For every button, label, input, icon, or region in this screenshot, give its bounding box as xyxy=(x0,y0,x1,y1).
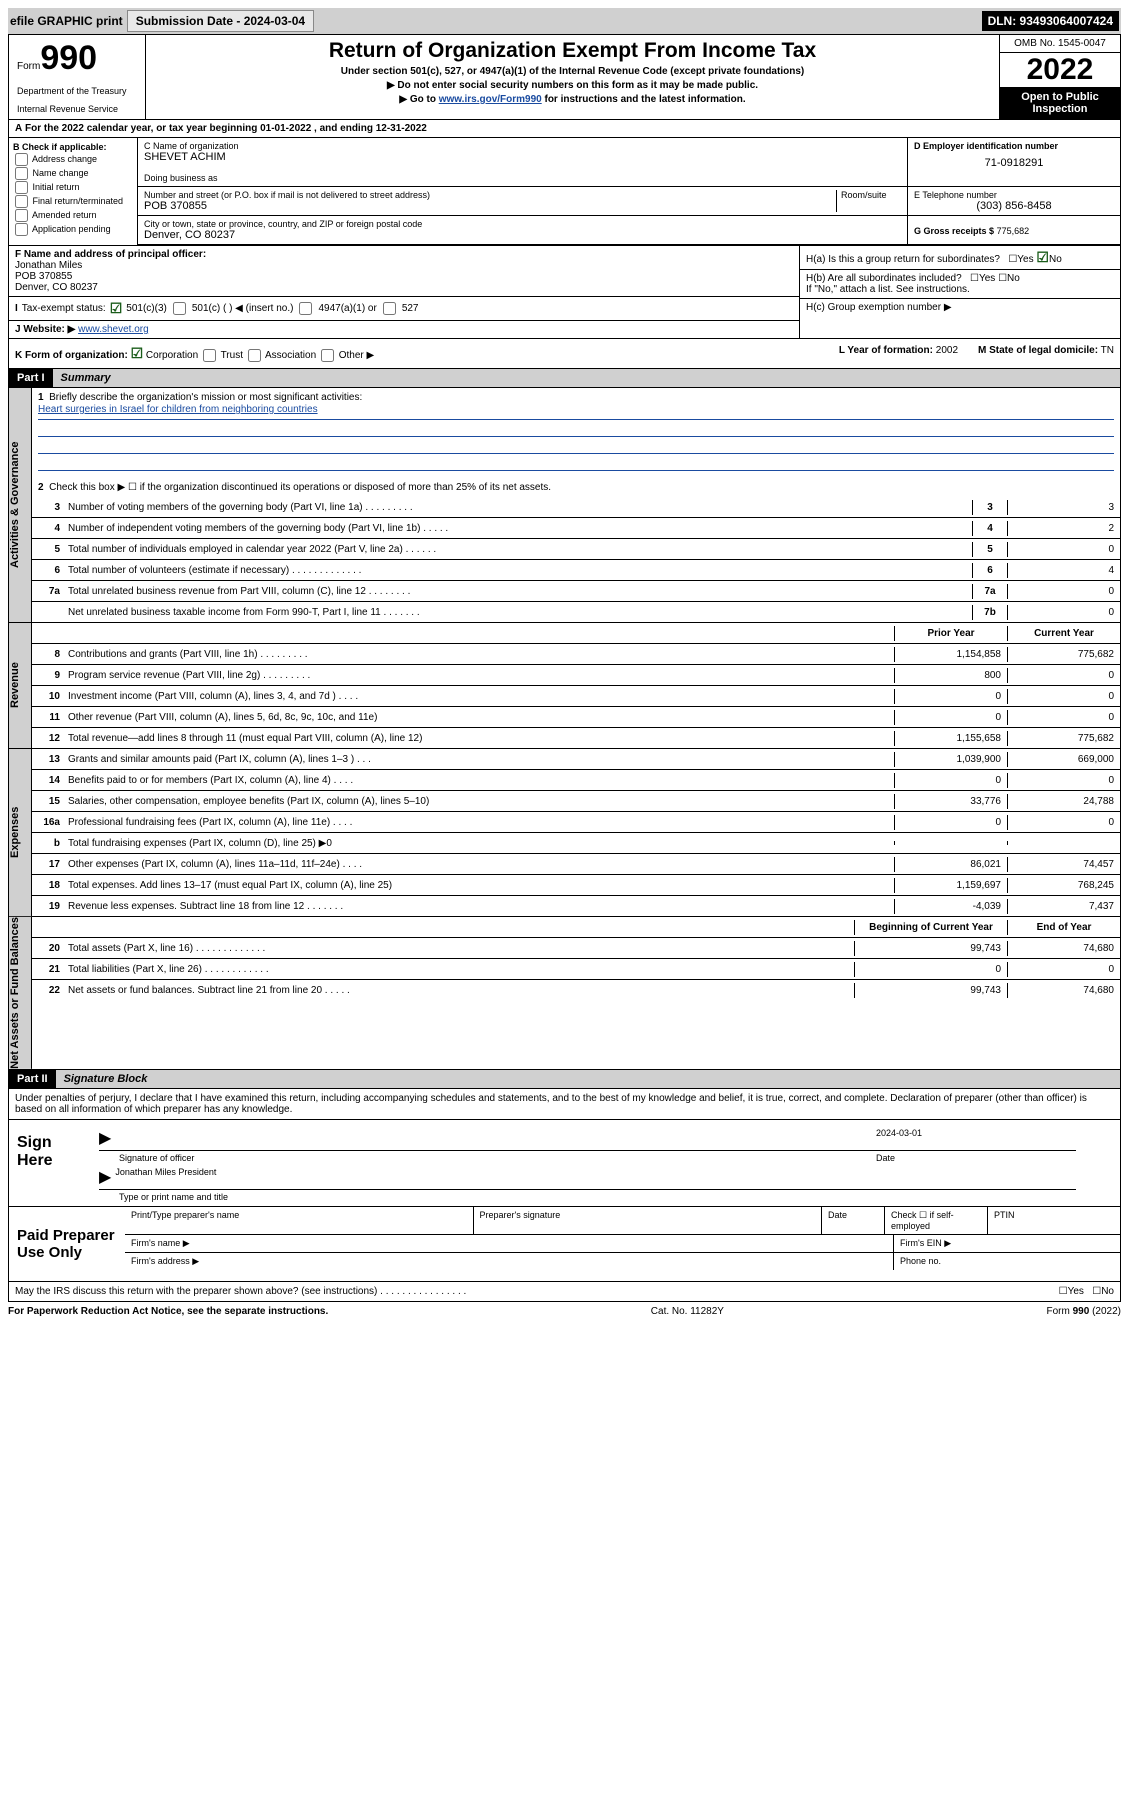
sidebar-revenue: Revenue xyxy=(9,623,32,748)
subtitle-1: Under section 501(c), 527, or 4947(a)(1)… xyxy=(150,66,995,77)
table-row: 11Other revenue (Part VIII, column (A), … xyxy=(32,707,1120,728)
subtitle-2: ▶ Do not enter social security numbers o… xyxy=(150,80,995,91)
paid-preparer-section: Paid Preparer Use Only Print/Type prepar… xyxy=(9,1206,1120,1281)
sig-date: 2024-03-01 xyxy=(876,1128,1076,1148)
part-2-header: Part II Signature Block xyxy=(8,1070,1121,1089)
section-l: L Year of formation: 2002 xyxy=(839,345,958,362)
year-block: OMB No. 1545-0047 2022 Open to Public In… xyxy=(1000,35,1120,119)
table-row: bTotal fundraising expenses (Part IX, co… xyxy=(32,833,1120,854)
section-bc: B Check if applicable: Address change Na… xyxy=(8,138,1121,246)
sign-here-label: Sign Here xyxy=(9,1120,95,1206)
gross-receipts: 775,682 xyxy=(997,226,1030,236)
table-row: Net unrelated business taxable income fr… xyxy=(32,602,1120,622)
table-row: 4Number of independent voting members of… xyxy=(32,518,1120,539)
table-row: 12Total revenue—add lines 8 through 11 (… xyxy=(32,728,1120,748)
title-block: Return of Organization Exempt From Incom… xyxy=(145,35,1000,119)
table-row: 19Revenue less expenses. Subtract line 1… xyxy=(32,896,1120,916)
sidebar-governance: Activities & Governance xyxy=(9,388,32,622)
section-f: F Name and address of principal officer:… xyxy=(9,246,799,297)
form-prefix: Form xyxy=(17,61,40,72)
irs-discuss-row: May the IRS discuss this return with the… xyxy=(9,1281,1120,1301)
efile-label: efile GRAPHIC print xyxy=(10,14,123,28)
table-row: 10Investment income (Part VIII, column (… xyxy=(32,686,1120,707)
submission-button[interactable]: Submission Date - 2024-03-04 xyxy=(127,10,314,32)
sidebar-expenses: Expenses xyxy=(9,749,32,916)
declaration-text: Under penalties of perjury, I declare th… xyxy=(9,1089,1120,1120)
website-link[interactable]: www.shevet.org xyxy=(78,324,149,335)
governance-section: Activities & Governance 1 Briefly descri… xyxy=(8,388,1121,623)
section-h-c: H(c) Group exemption number ▶ xyxy=(800,299,1120,316)
mission-block: 1 Briefly describe the organization's mi… xyxy=(32,388,1120,497)
officer-name: Jonathan Miles xyxy=(15,260,82,271)
table-row: 9Program service revenue (Part VIII, lin… xyxy=(32,665,1120,686)
open-inspection: Open to Public Inspection xyxy=(1000,87,1120,119)
table-row: 7aTotal unrelated business revenue from … xyxy=(32,581,1120,602)
section-kl: K Form of organization: ☑ Corporation Tr… xyxy=(8,339,1121,369)
table-row: 17Other expenses (Part IX, column (A), l… xyxy=(32,854,1120,875)
table-row: 18Total expenses. Add lines 13–17 (must … xyxy=(32,875,1120,896)
org-city: Denver, CO 80237 xyxy=(144,229,901,241)
dln-label: DLN: 93493064007424 xyxy=(982,11,1119,31)
page-footer: For Paperwork Reduction Act Notice, see … xyxy=(8,1302,1121,1321)
checkbox-final-return[interactable]: Final return/terminated xyxy=(13,195,133,208)
name-field[interactable]: ▶Jonathan Miles President xyxy=(99,1165,1076,1190)
table-row: 22Net assets or fund balances. Subtract … xyxy=(32,980,1120,1000)
irs-link[interactable]: www.irs.gov/Form990 xyxy=(439,94,542,105)
signature-section: Under penalties of perjury, I declare th… xyxy=(8,1089,1121,1302)
section-h-b: H(b) Are all subordinates included? ☐Yes… xyxy=(800,270,1120,299)
revenue-section: Revenue Prior Year Current Year 8Contrib… xyxy=(8,623,1121,749)
table-row: 13Grants and similar amounts paid (Part … xyxy=(32,749,1120,770)
part-1-header: Part I Summary xyxy=(8,369,1121,388)
org-address: POB 370855 xyxy=(144,200,836,212)
table-row: 15Salaries, other compensation, employee… xyxy=(32,791,1120,812)
checkbox-amended[interactable]: Amended return xyxy=(13,209,133,222)
table-row: 6Total number of volunteers (estimate if… xyxy=(32,560,1120,581)
table-row: 20Total assets (Part X, line 16) . . . .… xyxy=(32,938,1120,959)
mission-text: Heart surgeries in Israel for children f… xyxy=(38,403,1114,420)
section-k: K Form of organization: ☑ Corporation Tr… xyxy=(15,345,374,362)
section-h-a: H(a) Is this a group return for subordin… xyxy=(800,246,1120,270)
irs-label: Internal Revenue Service xyxy=(17,104,137,114)
section-m: M State of legal domicile: TN xyxy=(978,345,1114,362)
omb-number: OMB No. 1545-0047 xyxy=(1000,35,1120,53)
section-j: J Website: ▶ www.shevet.org xyxy=(9,321,799,338)
section-c: C Name of organization SHEVET ACHIM Doin… xyxy=(138,138,1120,245)
section-b: B Check if applicable: Address change Na… xyxy=(9,138,138,245)
checkbox-application[interactable]: Application pending xyxy=(13,223,133,236)
top-bar: efile GRAPHIC print Submission Date - 20… xyxy=(8,8,1121,34)
ein: 71-0918291 xyxy=(914,157,1114,169)
checkbox-initial-return[interactable]: Initial return xyxy=(13,181,133,194)
row-a: A For the 2022 calendar year, or tax yea… xyxy=(8,120,1121,138)
tax-year: 2022 xyxy=(1000,53,1120,87)
form-title: Return of Organization Exempt From Incom… xyxy=(150,39,995,63)
table-row: 14Benefits paid to or for members (Part … xyxy=(32,770,1120,791)
table-row: 21Total liabilities (Part X, line 26) . … xyxy=(32,959,1120,980)
subtitle-3: ▶ Go to www.irs.gov/Form990 for instruct… xyxy=(150,94,995,105)
table-row: 3Number of voting members of the governi… xyxy=(32,497,1120,518)
table-row: 8Contributions and grants (Part VIII, li… xyxy=(32,644,1120,665)
signature-field[interactable]: ▶ 2024-03-01 xyxy=(99,1126,1076,1151)
form-number: 990 xyxy=(40,39,97,77)
section-i: I Tax-exempt status: ☑ 501(c)(3) 501(c) … xyxy=(9,297,799,321)
net-assets-section: Net Assets or Fund Balances Beginning of… xyxy=(8,917,1121,1070)
org-name: SHEVET ACHIM xyxy=(144,151,901,163)
expenses-section: Expenses 13Grants and similar amounts pa… xyxy=(8,749,1121,917)
table-row: 5Total number of individuals employed in… xyxy=(32,539,1120,560)
telephone: (303) 856-8458 xyxy=(914,200,1114,212)
table-row: 16aProfessional fundraising fees (Part I… xyxy=(32,812,1120,833)
checkbox-address-change[interactable]: Address change xyxy=(13,153,133,166)
form-number-block: Form990 Department of the Treasury Inter… xyxy=(9,35,145,119)
section-fgh: F Name and address of principal officer:… xyxy=(8,246,1121,339)
sidebar-net-assets: Net Assets or Fund Balances xyxy=(9,917,32,1069)
check-icon: ☑ xyxy=(110,300,123,317)
form-header: Form990 Department of the Treasury Inter… xyxy=(8,34,1121,120)
dept-treasury: Department of the Treasury xyxy=(17,86,137,96)
checkbox-name-change[interactable]: Name change xyxy=(13,167,133,180)
